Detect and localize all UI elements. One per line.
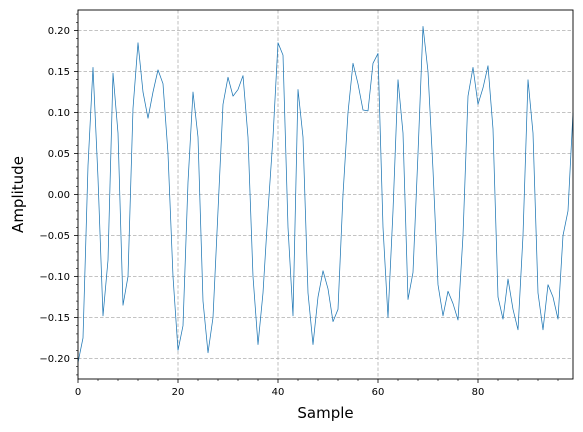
series-line	[77, 26, 574, 363]
x-tick-label: 80	[472, 387, 485, 398]
grid	[77, 10, 573, 379]
y-tick-label: 0.00	[48, 190, 70, 201]
x-tick-label: 20	[172, 387, 185, 398]
x-axis-label: Sample	[297, 404, 353, 422]
axis-ticks: 0 20 40 60 80 −0.20 −0.15 −0.10 −0.05 0.00 0.05 0.1…	[39, 13, 559, 398]
y-tick-label: −0.20	[39, 354, 70, 365]
y-tick-label: 0.20	[48, 26, 70, 37]
y-tick-label: −0.05	[39, 231, 70, 242]
y-tick-label: −0.15	[39, 313, 70, 324]
plot-frame	[77, 9, 574, 380]
y-tick-label: 0.15	[48, 67, 70, 78]
y-tick-label: 0.05	[48, 149, 70, 160]
x-tick-label: 60	[372, 387, 385, 398]
y-tick-label: −0.10	[39, 272, 70, 283]
y-tick-label: 0.10	[48, 108, 70, 119]
series-layer	[77, 26, 574, 363]
x-tick-label: 0	[75, 387, 81, 398]
x-tick-label: 40	[272, 387, 285, 398]
y-axis-label: Amplitude	[9, 156, 27, 233]
